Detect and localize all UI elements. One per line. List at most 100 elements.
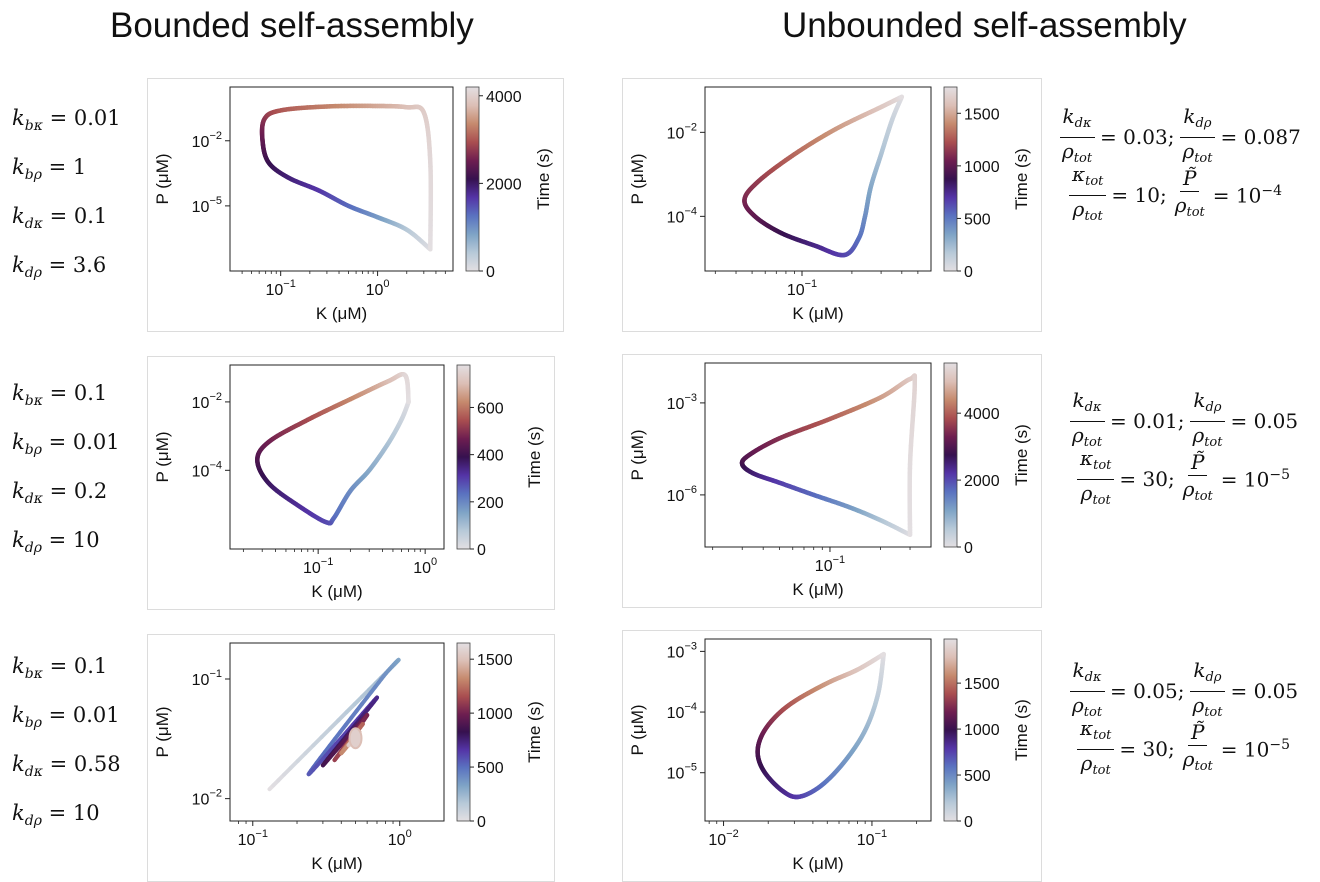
x-axis-label: K (μM)	[316, 304, 367, 323]
y-tick-label: 10−4	[667, 701, 697, 722]
colorbar-tick-label: 500	[964, 768, 991, 785]
colorbar-tick-label: 2000	[964, 473, 1000, 490]
param-row: kdρ = 3.6	[12, 245, 121, 294]
x-axis: 10−1 K (μM)	[715, 271, 918, 323]
colorbar-gradient	[457, 643, 470, 821]
param-row: kdκ = 0.2	[12, 471, 120, 520]
y-tick-label: 10−2	[192, 788, 222, 809]
y-tick-label: 10−5	[667, 762, 697, 783]
colorbar-label: Time (s)	[1012, 148, 1031, 210]
param-row: kbρ = 0.01	[12, 422, 120, 471]
y-tick-label: 10−3	[667, 640, 697, 661]
x-tick-label: 10−1	[857, 828, 887, 849]
x-axis-label: K (μM)	[792, 580, 843, 599]
y-tick-label: 10−4	[192, 459, 222, 480]
x-axis: 10−1 100 K (μM)	[243, 549, 437, 601]
colorbar-tick-label: 1000	[964, 722, 1000, 739]
x-axis-label: K (μM)	[311, 854, 362, 873]
plot-area	[705, 87, 931, 271]
colorbar: 0 500 1000 1500 Time (s)	[944, 639, 1031, 831]
param-row: kbκ = 0.01	[12, 98, 121, 147]
colorbar-gradient	[466, 87, 479, 271]
x-tick-label: 10−2	[708, 828, 738, 849]
y-tick-label: 10−3	[667, 392, 697, 413]
param-block-3: kbκ = 0.1 kbρ = 0.01 kdκ = 0.58 kdρ = 10	[12, 646, 121, 842]
colorbar-tick-label: 500	[477, 760, 504, 777]
bounded-heading: Bounded self-assembly	[110, 6, 474, 46]
plot-area	[705, 639, 931, 821]
x-tick-label: 100	[366, 278, 390, 299]
y-tick-label: 10−5	[192, 195, 222, 216]
colorbar-gradient	[944, 363, 957, 547]
colorbar-gradient	[457, 365, 470, 549]
colorbar-tick-label: 400	[477, 448, 504, 465]
unbounded-heading: Unbounded self-assembly	[782, 6, 1187, 46]
y-axis-label: P (μM)	[628, 153, 647, 204]
plot-area	[705, 363, 931, 547]
y-tick-label: 10−2	[192, 391, 222, 412]
y-axis: 10−310−410−5P (μM)	[628, 640, 705, 782]
x-tick-label: 10−1	[238, 828, 268, 849]
colorbar-gradient	[944, 639, 957, 821]
param-row: kbκ = 0.1	[12, 646, 121, 695]
y-axis-label: P (μM)	[153, 706, 172, 757]
y-axis: 10−2 10−4 P (μM)	[153, 391, 230, 483]
plot-area	[230, 365, 444, 549]
y-axis-label: P (μM)	[628, 429, 647, 480]
colorbar-tick-label: 1500	[964, 676, 1000, 693]
colorbar-tick-label: 0	[486, 264, 495, 281]
colorbar-gradient	[944, 87, 957, 271]
x-axis-label: K (μM)	[311, 582, 362, 601]
y-tick-label: 10−2	[192, 130, 222, 151]
colorbar-tick-label: 200	[477, 495, 504, 512]
param-row: kbρ = 1	[12, 147, 121, 196]
colorbar-label: Time (s)	[525, 426, 544, 488]
param-block-1: kbκ = 0.01 kbρ = 1 kdκ = 0.1 kdρ = 3.6	[12, 98, 121, 294]
colorbar-tick-label: 0	[477, 814, 486, 831]
spiral-center	[350, 728, 362, 748]
colorbar-tick-label: 1500	[964, 106, 1000, 123]
y-axis: 10−210−5P (μM)	[153, 130, 230, 216]
x-tick-label: 10−1	[787, 278, 817, 299]
x-axis: 10−1 K (μM)	[713, 547, 910, 599]
y-axis: 10−110−2P (μM)	[153, 668, 230, 809]
colorbar-tick-label: 0	[477, 542, 486, 559]
param-row: kdρ = 10	[12, 793, 121, 842]
y-tick-label: 10−4	[667, 205, 697, 226]
colorbar-label: Time (s)	[1012, 424, 1031, 486]
param-row: kbκ = 0.1	[12, 373, 120, 422]
y-axis-label: P (μM)	[153, 431, 172, 482]
param-row: kdκ = 0.1	[12, 196, 121, 245]
x-tick-label: 10−1	[303, 556, 333, 577]
y-axis: 10−210−4P (μM)	[628, 121, 705, 226]
colorbar-tick-label: 1000	[477, 706, 513, 723]
colorbar-tick-label: 1500	[477, 652, 513, 669]
param-row: kdρ = 10	[12, 520, 120, 569]
x-tick-label: 100	[413, 556, 437, 577]
colorbar-tick-label: 0	[964, 814, 973, 831]
x-axis-label: K (μM)	[792, 304, 843, 323]
colorbar-tick-label: 0	[964, 264, 973, 281]
colorbar-label: Time (s)	[1012, 699, 1031, 761]
x-tick-label: 10−1	[815, 554, 845, 575]
plot-area	[230, 643, 444, 821]
